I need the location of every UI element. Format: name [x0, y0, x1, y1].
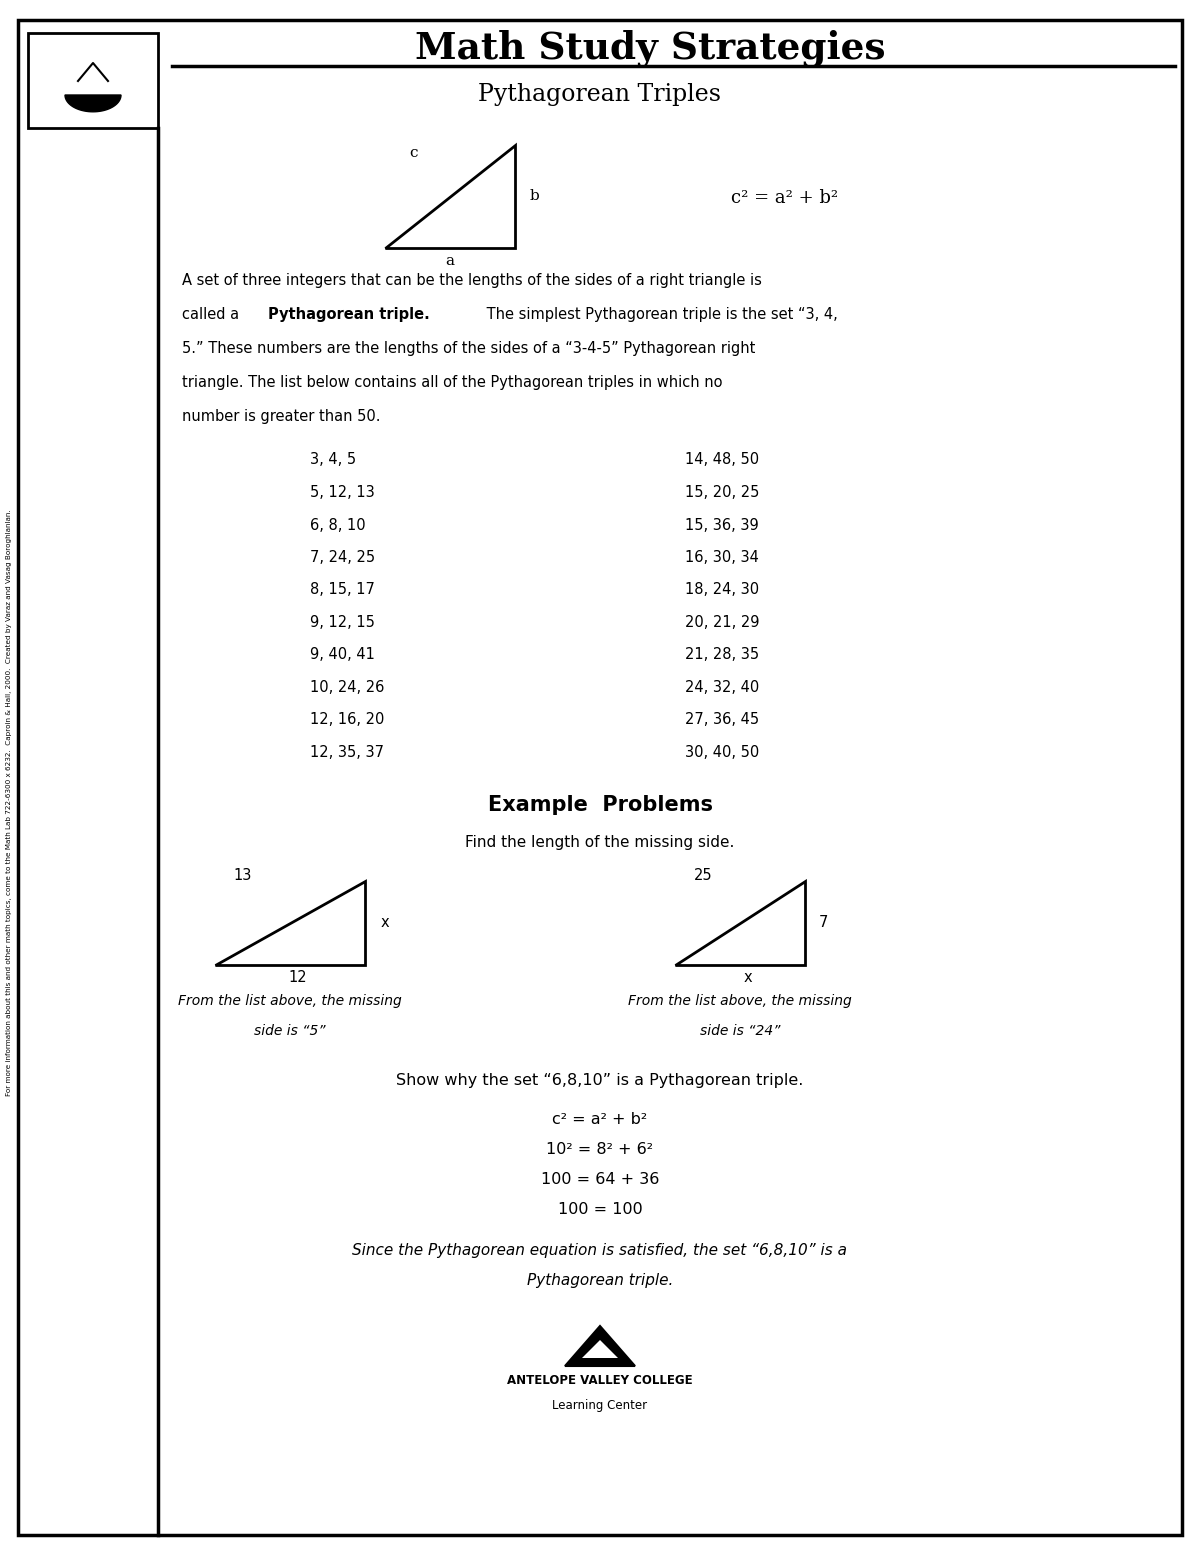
Bar	[28, 33, 158, 127]
Text: x: x	[380, 916, 389, 930]
Text: Math Study Strategies: Math Study Strategies	[415, 30, 886, 67]
Text: 8, 15, 17: 8, 15, 17	[310, 582, 374, 598]
Text: Since the Pythagorean equation is satisfied, the set “6,8,10” is a: Since the Pythagorean equation is satisf…	[353, 1244, 847, 1258]
Text: 10, 24, 26: 10, 24, 26	[310, 680, 384, 696]
Text: c² = a² + b²: c² = a² + b²	[732, 189, 839, 207]
Text: 9, 40, 41: 9, 40, 41	[310, 648, 374, 663]
Text: From the list above, the missing: From the list above, the missing	[628, 994, 852, 1008]
Text: From the list above, the missing: From the list above, the missing	[178, 994, 402, 1008]
Text: side is “5”: side is “5”	[254, 1023, 326, 1037]
Text: 18, 24, 30: 18, 24, 30	[685, 582, 760, 598]
Text: 16, 30, 34: 16, 30, 34	[685, 550, 758, 565]
Text: 15, 20, 25: 15, 20, 25	[685, 485, 760, 500]
Text: ANTELOPE VALLEY COLLEGE: ANTELOPE VALLEY COLLEGE	[508, 1374, 692, 1387]
Text: 10² = 8² + 6²: 10² = 8² + 6²	[546, 1143, 654, 1157]
Text: number is greater than 50.: number is greater than 50.	[182, 410, 380, 424]
Text: 30, 40, 50: 30, 40, 50	[685, 745, 760, 759]
Polygon shape	[385, 144, 515, 248]
Text: 21, 28, 35: 21, 28, 35	[685, 648, 760, 663]
Text: The simplest Pythagorean triple is the set “3, 4,: The simplest Pythagorean triple is the s…	[482, 307, 838, 323]
Polygon shape	[65, 95, 121, 112]
Text: a: a	[445, 255, 455, 269]
Text: 5.” These numbers are the lengths of the sides of a “3-4-5” Pythagorean right: 5.” These numbers are the lengths of the…	[182, 342, 755, 357]
Text: Example  Problems: Example Problems	[487, 795, 713, 815]
Text: called a: called a	[182, 307, 244, 323]
Text: 20, 21, 29: 20, 21, 29	[685, 615, 760, 631]
Text: 5, 12, 13: 5, 12, 13	[310, 485, 374, 500]
Text: 25: 25	[694, 868, 713, 884]
Polygon shape	[674, 881, 805, 964]
Text: c² = a² + b²: c² = a² + b²	[552, 1112, 648, 1127]
Text: 12: 12	[289, 971, 307, 986]
Text: A set of three integers that can be the lengths of the sides of a right triangle: A set of three integers that can be the …	[182, 273, 762, 289]
Polygon shape	[582, 1340, 618, 1357]
Text: Find the length of the missing side.: Find the length of the missing side.	[466, 836, 734, 851]
Text: 27, 36, 45: 27, 36, 45	[685, 713, 760, 727]
Text: Pythagorean triple.: Pythagorean triple.	[527, 1273, 673, 1289]
Text: Pythagorean Triples: Pythagorean Triples	[479, 84, 721, 107]
Text: For more information about this and other math topics, come to the Math Lab 722-: For more information about this and othe…	[6, 509, 12, 1096]
Polygon shape	[215, 881, 365, 964]
Text: 7: 7	[818, 916, 828, 930]
Text: 3, 4, 5: 3, 4, 5	[310, 452, 356, 467]
Text: 15, 36, 39: 15, 36, 39	[685, 517, 758, 533]
Text: 100 = 100: 100 = 100	[558, 1202, 642, 1218]
Text: triangle. The list below contains all of the Pythagorean triples in which no: triangle. The list below contains all of…	[182, 376, 722, 390]
Text: 6, 8, 10: 6, 8, 10	[310, 517, 366, 533]
Text: b: b	[529, 189, 539, 203]
Text: x: x	[744, 971, 752, 986]
Text: 7, 24, 25: 7, 24, 25	[310, 550, 376, 565]
Text: Learning Center: Learning Center	[552, 1399, 648, 1413]
Text: 100 = 64 + 36: 100 = 64 + 36	[541, 1173, 659, 1188]
Text: Pythagorean triple.: Pythagorean triple.	[268, 307, 430, 323]
Text: 24, 32, 40: 24, 32, 40	[685, 680, 760, 696]
Text: 12, 35, 37: 12, 35, 37	[310, 745, 384, 759]
Text: 9, 12, 15: 9, 12, 15	[310, 615, 374, 631]
Polygon shape	[565, 1326, 635, 1367]
Text: 12, 16, 20: 12, 16, 20	[310, 713, 384, 727]
Text: side is “24”: side is “24”	[700, 1023, 780, 1037]
Text: Show why the set “6,8,10” is a Pythagorean triple.: Show why the set “6,8,10” is a Pythagore…	[396, 1073, 804, 1089]
Text: c: c	[409, 146, 418, 160]
Text: 13: 13	[234, 868, 252, 884]
Text: 14, 48, 50: 14, 48, 50	[685, 452, 760, 467]
